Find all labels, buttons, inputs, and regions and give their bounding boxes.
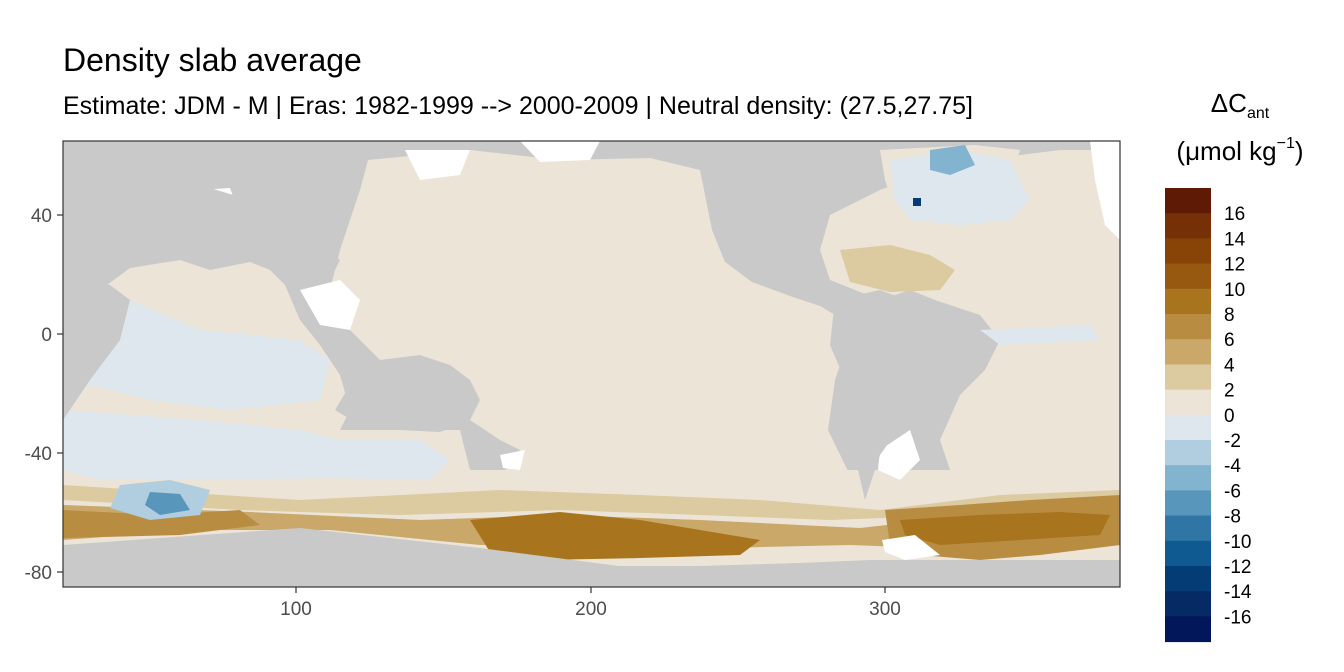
legend-title: ΔCant <box>1210 88 1270 122</box>
legend-swatch <box>1165 364 1211 391</box>
negative-patch-indian <box>63 300 330 410</box>
legend-label: 10 <box>1224 280 1245 301</box>
legend-swatch <box>1165 540 1211 567</box>
legend-label: -4 <box>1224 456 1241 477</box>
negative-patch-north-atlantic <box>890 150 1030 225</box>
legend-colorbar <box>1165 188 1211 643</box>
legend-swatch <box>1165 263 1211 290</box>
legend-label: -2 <box>1224 431 1241 452</box>
y-tick-label: -80 <box>25 563 52 584</box>
legend-swatch <box>1165 616 1211 643</box>
legend-swatch <box>1165 389 1211 416</box>
y-tick-label: 40 <box>31 206 52 227</box>
x-axis: 100 200 300 <box>280 587 901 620</box>
positive-band-5 <box>900 512 1110 545</box>
negative-hotspot <box>913 198 921 206</box>
legend-swatch <box>1165 288 1211 315</box>
legend-unit: (μmol kg−1) <box>1176 135 1304 166</box>
legend-swatch <box>1165 339 1211 365</box>
map-panel <box>63 141 1120 587</box>
legend-label: -16 <box>1224 607 1251 628</box>
legend-swatch <box>1165 440 1211 466</box>
legend-label: 0 <box>1224 406 1235 427</box>
x-tick-label: 300 <box>869 599 901 620</box>
negative-patch-equatorial <box>980 325 1100 345</box>
x-tick-label: 100 <box>280 599 312 620</box>
legend-swatch <box>1165 515 1211 542</box>
legend-label: -14 <box>1224 582 1252 603</box>
legend-label: -12 <box>1224 557 1251 578</box>
legend-swatch <box>1165 414 1211 441</box>
legend-label: -6 <box>1224 481 1241 502</box>
legend-label: -10 <box>1224 532 1251 553</box>
legend-label: -8 <box>1224 507 1241 528</box>
legend-label: 12 <box>1224 255 1245 276</box>
y-axis: 40 0 -40 -80 <box>25 206 63 584</box>
y-tick-label: -40 <box>25 444 52 465</box>
legend-swatch <box>1165 314 1211 340</box>
negative-patch-core <box>145 492 190 515</box>
map-title: Density slab average <box>63 42 362 78</box>
legend-label: 8 <box>1224 305 1235 326</box>
negative-patch-southern <box>63 410 450 480</box>
map-subtitle: Estimate: JDM - M | Eras: 1982-1999 --> … <box>63 92 973 120</box>
positive-patch-north-atlantic <box>840 245 955 292</box>
positive-band-3 <box>470 512 760 560</box>
legend-swatch <box>1165 238 1211 265</box>
y-tick-label: 0 <box>41 325 52 346</box>
legend-label: 16 <box>1224 204 1245 225</box>
legend-swatch <box>1165 213 1211 239</box>
x-tick-label: 200 <box>575 599 607 620</box>
legend-label: 14 <box>1224 229 1246 250</box>
legend-label: 2 <box>1224 381 1235 402</box>
legend-swatch <box>1165 188 1211 214</box>
legend-swatch <box>1165 566 1211 592</box>
legend-swatch <box>1165 591 1211 617</box>
positive-band-1 <box>63 485 1120 520</box>
legend-label: 4 <box>1224 355 1235 376</box>
negative-patch-labrador <box>930 145 975 175</box>
legend-swatch <box>1165 490 1211 517</box>
positive-band-6 <box>63 510 260 538</box>
legend-labels: 16 14 12 10 8 6 4 2 0 -2 -4 -6 -8 -10 -12 -14 -16 <box>1224 204 1252 628</box>
legend-label: 6 <box>1224 330 1235 351</box>
land-masses <box>63 141 1120 587</box>
legend-swatch <box>1165 465 1211 491</box>
